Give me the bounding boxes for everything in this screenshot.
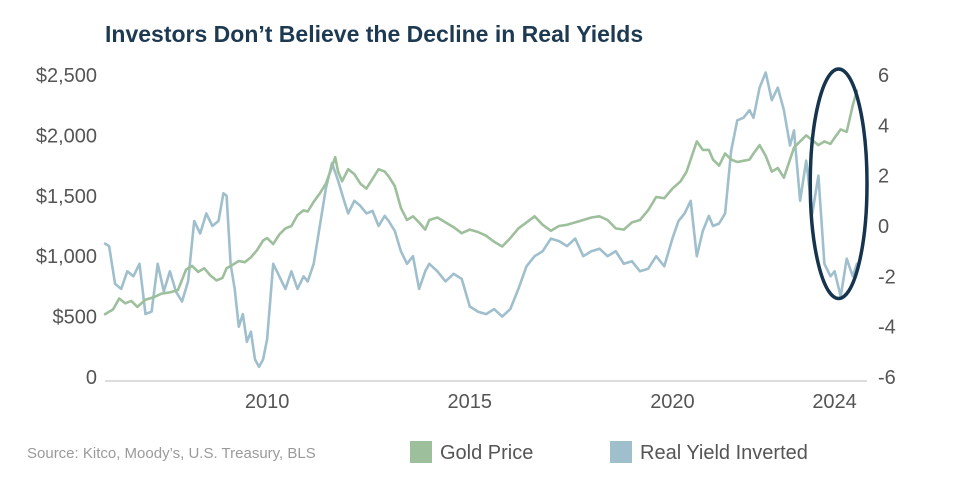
x-tick-label: 2024 [812, 391, 857, 413]
y-left-tick-label: $2,000 [36, 125, 97, 147]
y-right-tick-label: 2 [878, 166, 889, 188]
y-axis-left: 0 $500 $1,000 $1,500 $2,000 $2,500 [36, 65, 97, 389]
legend-label-real-yield: Real Yield Inverted [640, 442, 808, 464]
y-left-tick-label: $500 [53, 307, 98, 329]
x-tick-label: 2020 [650, 391, 695, 413]
chart-title: Investors Don’t Believe the Decline in R… [105, 21, 643, 47]
y-left-tick-label: $1,000 [36, 246, 97, 268]
y-right-tick-label: 0 [878, 216, 889, 238]
x-tick-label: 2015 [448, 391, 493, 413]
series-line-real-yield-inverted [103, 71, 859, 369]
legend-swatch-real-yield [610, 441, 632, 463]
y-axis-right: -6 -4 -2 0 2 4 6 [878, 65, 896, 389]
highlight-ellipse [808, 67, 869, 301]
y-right-tick-label: 6 [878, 65, 889, 87]
y-right-tick-label: 4 [878, 115, 889, 137]
x-axis: 2010 2015 2020 2024 [245, 391, 857, 413]
plot-area [103, 71, 859, 369]
source-note: Source: Kitco, Moody’s, U.S. Treasury, B… [27, 445, 316, 462]
y-right-tick-label: -2 [878, 266, 896, 288]
x-tick-label: 2010 [245, 391, 290, 413]
y-left-tick-label: 0 [86, 367, 97, 389]
y-left-tick-label: $2,500 [36, 65, 97, 87]
y-right-tick-label: -4 [878, 317, 896, 339]
legend-label-gold: Gold Price [440, 442, 533, 464]
y-left-tick-label: $1,500 [36, 186, 97, 208]
y-right-tick-label: -6 [878, 367, 896, 389]
legend-swatch-gold [410, 441, 432, 463]
series-line-gold-price [103, 89, 859, 316]
